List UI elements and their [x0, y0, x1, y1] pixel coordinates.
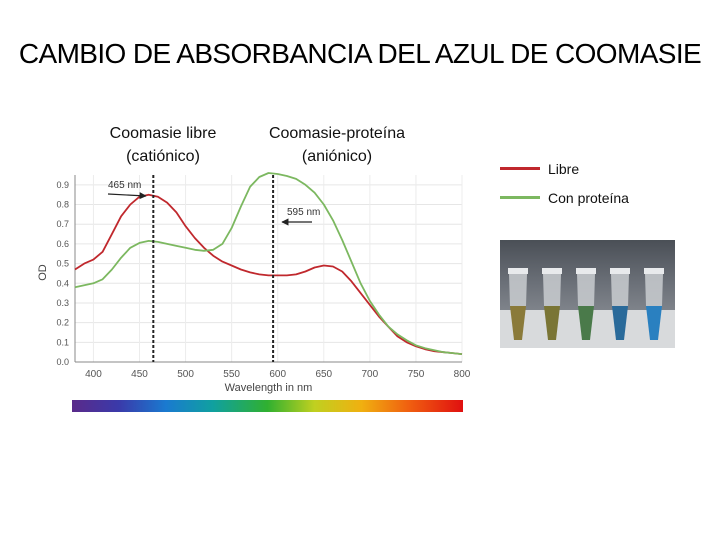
reference-lines: [152, 175, 275, 362]
protein-label-line2: (aniónico): [301, 148, 373, 165]
x-tick-label: 800: [454, 369, 471, 380]
x-tick-label: 650: [315, 369, 332, 380]
y-tick-label: 0.8: [56, 200, 69, 210]
page-title: CAMBIO DE ABSORBANCIA DEL AZUL DE COOMAS…: [18, 38, 702, 69]
peak-465-arrow: [107, 192, 147, 200]
series-line-con-proteina: [74, 172, 463, 355]
y-tick-label: 0.9: [56, 180, 69, 190]
x-tick-label: 450: [131, 369, 148, 380]
tube-liquid: [646, 306, 662, 340]
tube-top: [611, 274, 629, 306]
visible-spectrum-bar: [72, 400, 463, 412]
series-line-libre: [74, 193, 463, 355]
y-tick-label: 0.3: [56, 298, 69, 308]
tube-liquid: [578, 306, 594, 340]
tube-liquid: [544, 306, 560, 340]
cuvettes-illustration: [500, 268, 675, 348]
y-axis-label: OD: [37, 264, 49, 281]
y-tick-label: 0.7: [56, 219, 69, 229]
free-coomassie-label: Coomasie libre (catiónico): [88, 122, 238, 168]
cuvettes-photo: [500, 240, 675, 348]
tube-cap: [576, 268, 596, 274]
tube-cap: [644, 268, 664, 274]
free-label-line1: Coomasie libre: [109, 125, 217, 142]
x-tick-label: 600: [269, 369, 286, 380]
tube-cap: [610, 268, 630, 274]
tube-cap: [508, 268, 528, 274]
y-tick-label: 0.1: [56, 337, 69, 347]
legend-item-con-proteina: Con proteína: [500, 183, 629, 212]
legend: Libre Con proteína: [500, 154, 629, 212]
tube-top: [577, 274, 595, 306]
tube-liquid: [510, 306, 526, 340]
tube-top: [509, 274, 527, 306]
legend-label-con-proteina: Con proteína: [548, 189, 629, 206]
tube-liquid: [612, 306, 628, 340]
protein-label-line1: Coomasie-proteína: [268, 125, 406, 142]
y-tick-label: 0.0: [56, 357, 69, 367]
free-label-line2: (catiónico): [126, 148, 200, 165]
y-tick-label: 0.2: [56, 318, 69, 328]
legend-swatch-libre: [500, 167, 540, 170]
x-tick-label: 550: [223, 369, 240, 380]
x-tick-label: 750: [408, 369, 425, 380]
x-tick-label: 400: [85, 369, 102, 380]
legend-item-libre: Libre: [500, 154, 629, 183]
legend-swatch-con-proteina: [500, 196, 540, 199]
legend-label-libre: Libre: [548, 160, 580, 177]
tube-top: [645, 274, 663, 306]
x-axis-label: Wavelength in nm: [225, 382, 313, 394]
tube-top: [543, 274, 561, 306]
x-tick-label: 500: [177, 369, 194, 380]
protein-coomassie-label: Coomasie-proteína (aniónico): [252, 122, 422, 168]
x-tick-label: 700: [362, 369, 379, 380]
y-tick-label: 0.4: [56, 278, 69, 288]
axis-layer: 0.0 0.1 0.2 0.3 0.4 0.5 0.6 0.7 0.8 0.9 400 450 500 5…: [37, 175, 471, 394]
peak-465-label: 465 nm: [108, 180, 141, 191]
tube-cap: [542, 268, 562, 274]
peak-595-label: 595 nm: [287, 207, 320, 218]
y-tick-label: 0.5: [56, 259, 69, 269]
y-tick-label: 0.6: [56, 239, 69, 249]
